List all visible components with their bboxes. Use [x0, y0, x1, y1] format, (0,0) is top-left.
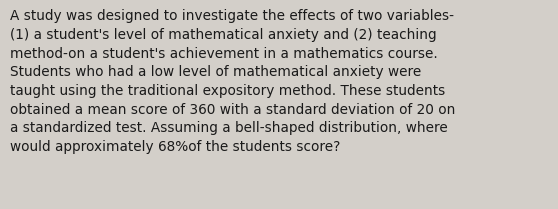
- Text: A study was designed to investigate the effects of two variables-
(1) a student': A study was designed to investigate the …: [10, 9, 455, 154]
